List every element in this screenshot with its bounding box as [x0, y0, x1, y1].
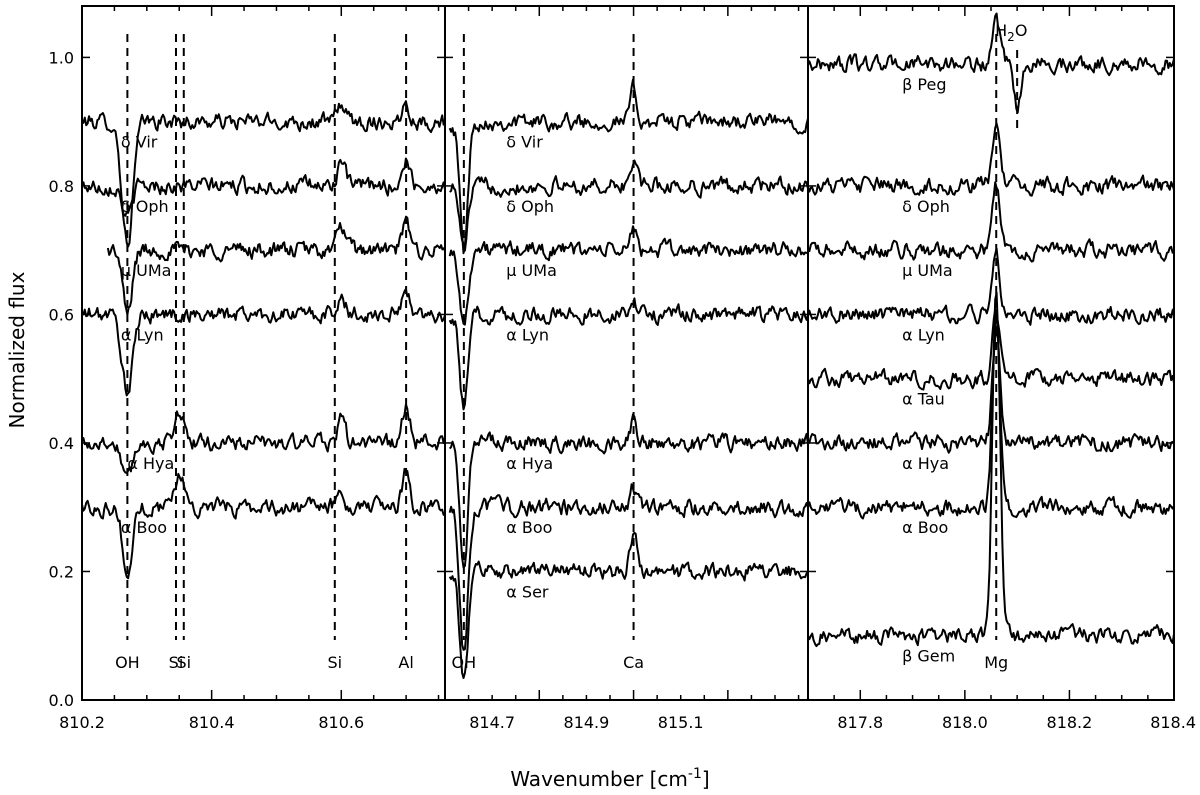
spectra-group: [82, 100, 445, 580]
x-tick-label: 814.7: [469, 713, 515, 732]
x-tick-label: 810.2: [59, 713, 105, 732]
series-label: μ UMa: [902, 261, 953, 280]
y-tick-label: 0.4: [49, 434, 74, 453]
series-label: α Hya: [127, 454, 174, 473]
spectrum-line: [82, 288, 445, 397]
line-label: OH: [452, 653, 477, 672]
series-label: δ Oph: [121, 197, 169, 216]
x-tick-label: 818.4: [1150, 713, 1196, 732]
spectrum-line: [808, 12, 1174, 114]
panel-2: 814.7 814.9 815.1 δ Vir δ Oph μ UMa α Lyn α Hya…: [444, 5, 809, 732]
panels-layer: 0.0 0.2 0.4 0.6 0.8 1.0 810.2 810.4 810.6 δ Vir δ …: [49, 5, 1196, 732]
series-label: α Ser: [506, 582, 549, 601]
line-label: Mg: [984, 653, 1008, 672]
panel-1: 0.0 0.2 0.4 0.6 0.8 1.0 810.2 810.4 810.6 δ Vir δ …: [49, 5, 446, 732]
series-label: δ Oph: [902, 197, 950, 216]
series-label: β Peg: [902, 75, 946, 94]
spectra-group: [808, 12, 1174, 648]
spectra-group: [448, 78, 808, 679]
series-label: α Lyn: [121, 325, 164, 344]
series-label: μ UMa: [506, 261, 557, 280]
x-tick-label: 815.1: [658, 713, 704, 732]
y-tick-label: 1.0: [49, 48, 74, 67]
line-label: OH: [115, 653, 140, 672]
line-label: Si: [176, 653, 191, 672]
series-label: α Tau: [902, 390, 945, 409]
series-label: α Lyn: [902, 325, 945, 344]
spectrum-line: [808, 181, 1174, 263]
series-label: α Boo: [121, 518, 167, 537]
spectrum-line: [448, 78, 808, 255]
series-label: μ UMa: [121, 261, 172, 280]
spectrum-line: [808, 122, 1174, 197]
line-label: Al: [398, 653, 413, 672]
x-tick-label: 810.6: [318, 713, 364, 732]
spectrum-line: [448, 483, 808, 651]
series-label: δ Vir: [506, 133, 543, 152]
spectrum-line: [449, 159, 808, 252]
spectrum-line: [808, 315, 1174, 520]
line-label: Ca: [623, 653, 644, 672]
series-label: δ Oph: [506, 197, 554, 216]
series-label: α Boo: [902, 518, 948, 537]
spectrum-line: [448, 413, 808, 569]
y-tick-label: 0.0: [49, 691, 74, 710]
spectrum-line: [82, 403, 445, 474]
spectrum-line: [808, 247, 1174, 326]
y-axis-title: Normalized flux: [5, 271, 29, 428]
x-tick-label: 817.8: [837, 713, 883, 732]
x-tick-label: 818.2: [1047, 713, 1093, 732]
line-label: Si: [327, 653, 342, 672]
spectrum-line: [106, 215, 445, 316]
series-label: δ Vir: [121, 133, 158, 152]
line-label: Si: [169, 653, 184, 672]
series-label: α Hya: [902, 454, 949, 473]
series-label: α Boo: [506, 518, 552, 537]
panel-3: 817.8 818.0 818.2 818.4 β Peg δ Oph μ UMa α Lyn…: [807, 5, 1196, 732]
spectrum-line: [448, 531, 808, 679]
x-tick-label: 810.4: [189, 713, 235, 732]
series-label: α Lyn: [506, 325, 549, 344]
x-axis-title: Wavenumber [cm-1]: [510, 766, 709, 791]
spectrum-line: [808, 291, 1174, 648]
spectrum-line: [808, 308, 1174, 391]
x-tick-label: 814.9: [564, 713, 610, 732]
series-label: β Gem: [902, 647, 955, 666]
y-tick-label: 0.8: [49, 177, 74, 196]
spectrum-line: [808, 325, 1174, 454]
y-tick-label: 0.2: [49, 562, 74, 581]
line-label: H2O: [995, 21, 1027, 44]
spectrum-line: [82, 467, 445, 580]
x-tick-label: 818.0: [942, 713, 988, 732]
spectrum-line: [448, 225, 808, 326]
series-label: α Hya: [506, 454, 553, 473]
panel-frame: [81, 5, 446, 701]
spectrum-line: [82, 157, 445, 217]
spectrum-line: [82, 100, 445, 248]
y-tick-label: 0.6: [49, 305, 74, 324]
spectrum-line: [448, 297, 808, 411]
